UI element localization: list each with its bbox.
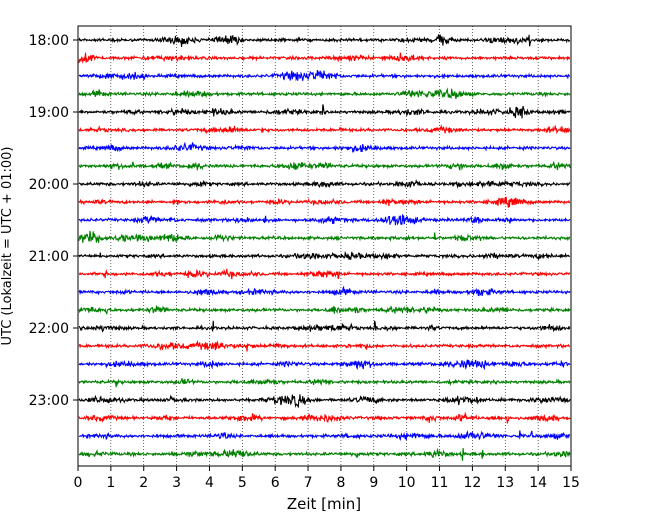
y-tick-label: 23:00 [29, 393, 69, 409]
x-tick-label: 2 [139, 475, 148, 491]
x-tick-label: 1 [106, 475, 115, 491]
seismic-traces [78, 34, 571, 461]
x-tick-label: 4 [205, 475, 214, 491]
x-tick-label: 12 [463, 475, 481, 491]
x-tick-label: 7 [304, 475, 313, 491]
trace-2315 [78, 411, 571, 424]
x-tick-label: 10 [398, 475, 416, 491]
trace-1915 [78, 124, 571, 135]
trace-2230 [78, 359, 571, 371]
trace-1800 [78, 34, 571, 47]
x-tick-label: 0 [74, 475, 83, 491]
trace-2130 [78, 285, 571, 297]
trace-1930 [78, 141, 571, 153]
x-tick-label: 8 [336, 475, 345, 491]
x-tick-label: 13 [496, 475, 514, 491]
y-tick-label: 18:00 [29, 33, 69, 49]
trace-2015 [78, 196, 571, 208]
x-axis-label: Zeit [min] [287, 495, 361, 513]
trace-1845 [78, 87, 571, 100]
trace-2245 [78, 377, 571, 388]
trace-1945 [78, 160, 571, 171]
trace-2030 [78, 214, 571, 226]
x-axis: 0 1 2 3 4 5 6 7 8 9 10 11 12 13 14 15 [74, 466, 580, 491]
trace-2045 [78, 230, 571, 243]
trace-2145 [78, 305, 571, 315]
x-tick-label: 15 [562, 475, 580, 491]
y-tick-label: 22:00 [29, 321, 69, 337]
trace-2000 [78, 178, 571, 189]
trace-2330 [78, 430, 571, 441]
grid-lines [110, 26, 539, 466]
x-tick-label: 14 [529, 475, 547, 491]
trace-2100 [78, 251, 571, 261]
trace-2300 [78, 394, 571, 409]
trace-2345 [78, 447, 571, 461]
x-tick-label: 6 [271, 475, 280, 491]
x-tick-label: 11 [431, 475, 449, 491]
x-tick-label: 3 [172, 475, 181, 491]
plot-area-frame [77, 25, 572, 467]
y-tick-label: 19:00 [29, 105, 69, 121]
y-tick-label: 20:00 [29, 177, 69, 193]
trace-1815 [78, 52, 571, 64]
y-tick-label: 21:00 [29, 249, 69, 265]
x-tick-label: 9 [369, 475, 378, 491]
trace-1900 [78, 104, 571, 119]
trace-2200 [78, 320, 571, 333]
x-tick-label: 5 [238, 475, 247, 491]
trace-2115 [78, 268, 571, 280]
y-axis: 18:00 19:00 20:00 21:00 22:00 23:00 [29, 33, 78, 409]
y-axis-label: UTC (Lokalzeit = UTC + 01:00) [0, 147, 15, 346]
trace-1830 [78, 69, 571, 82]
trace-2215 [78, 339, 571, 352]
